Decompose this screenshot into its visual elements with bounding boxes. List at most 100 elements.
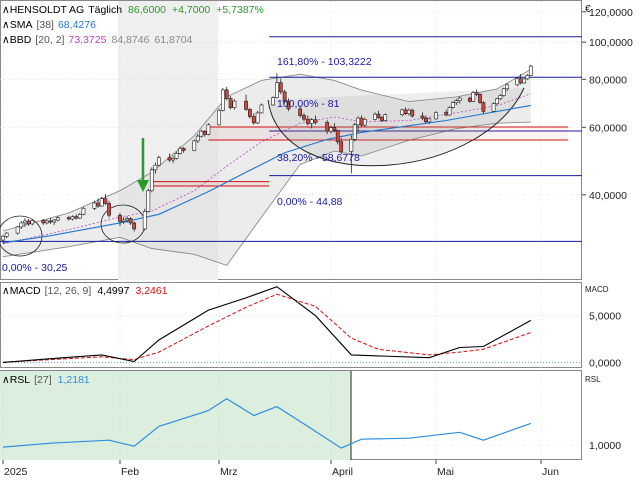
candle-body [298,108,303,116]
candle-body [410,109,415,117]
macd-signal-path [2,293,531,363]
candle-body [379,117,384,121]
candle [282,89,287,104]
candle-body [149,169,154,192]
candle-body [359,117,364,126]
time-tick-label: 2025 [4,466,28,478]
candle [99,196,104,207]
candle-body [427,118,432,123]
candle [232,99,237,110]
candle [335,129,340,145]
candle [192,139,197,152]
candle-body [77,213,82,219]
candle [41,219,46,225]
last-price: 86,6000 [128,4,166,16]
currency-symbol: € [585,3,591,15]
candle [376,110,381,119]
candle-body [423,117,428,123]
bollinger-middle-line [2,93,531,245]
candle [495,97,499,105]
candle-body [66,217,71,220]
price-tick-label: 60,0000 [589,122,627,134]
candle-body [329,127,333,132]
candle [528,64,533,77]
rsl-param: [27] [34,374,52,386]
bbd-up: 84,8746 [111,34,149,46]
candle-body [313,119,318,123]
time-tick-label: Mrz [220,466,238,478]
indicator-toggle-icon[interactable]: ∧ [2,285,10,297]
candle-body [48,220,53,223]
candle-body [528,65,533,76]
candle [206,123,211,136]
candle-body [52,219,57,223]
candle-body [121,219,126,222]
candle [275,73,279,99]
candle-body [407,109,411,114]
time-tick-label: Jun [542,466,559,478]
candle [410,108,415,118]
rsl-tick-label: 1,0000 [589,440,621,452]
candle [501,87,506,97]
collapse-toggle-icon[interactable]: ∧ [2,4,10,16]
candle [30,219,35,226]
indicator-toggle-icon[interactable]: ∧ [2,19,10,31]
candle-body [178,147,183,154]
candle-body [171,158,175,161]
candle-body [302,115,306,120]
candle-body [199,130,204,137]
candle-body [373,113,377,120]
candle-body [339,141,344,152]
candle-body [251,116,256,124]
macd-signal-value: 3,2461 [135,285,167,297]
candle-body [224,89,229,99]
candle-body [220,89,225,111]
candle-body [332,127,337,131]
candle [171,155,175,164]
rsl-legend: ∧RSL [27] 1,2181 [2,374,90,386]
symbol-name: HENSOLDT AG [10,4,85,16]
candle-body [278,82,283,93]
candle [167,153,172,163]
candle [149,167,154,193]
candle-body [400,109,405,116]
macd-lines [2,286,532,363]
candle-body [474,92,479,95]
candle [383,113,388,122]
candle [525,74,530,81]
candle-body [92,202,97,209]
candle-body [376,113,381,118]
macd-tick-label: 0,0000 [589,357,621,369]
candle-body [447,107,452,116]
candle-body [501,88,506,96]
candle [121,217,126,224]
candle [302,113,306,122]
candle [352,122,357,142]
candle-body [118,214,122,222]
price-tick-label: 40,0000 [589,190,627,202]
candle [142,208,147,231]
indicator-toggle-icon[interactable]: ∧ [2,34,10,46]
bollinger-band-area [3,69,531,266]
candle-body [498,95,503,100]
candle [156,155,161,167]
candle [362,117,367,127]
candle [278,78,283,95]
sma-value: 68,4276 [58,19,96,31]
candle [454,98,459,105]
axes: 120,0000 100,0000 80,0000 60,0000 40,0000 202… [2,7,633,478]
candle-body [259,104,264,114]
indicator-toggle-icon[interactable]: ∧ [2,374,10,386]
candle [103,194,108,206]
candle-body [142,211,147,230]
candle-body [335,130,340,143]
candle [427,117,432,124]
candle-body [19,222,24,228]
rsl-label: RSL [10,374,31,386]
candle-body [181,147,186,151]
candle [474,89,479,96]
candle [298,105,303,118]
fib-label-161: 161,80% - 103,3222 [277,56,372,68]
